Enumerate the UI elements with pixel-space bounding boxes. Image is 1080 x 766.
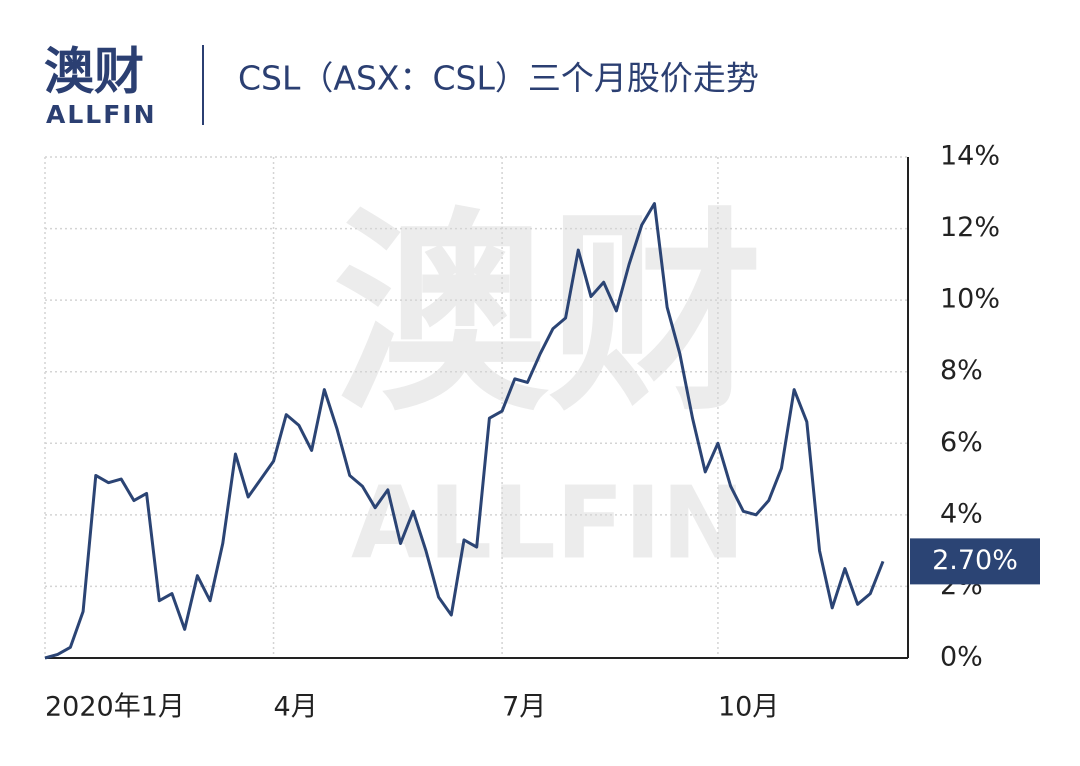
value-label-box (910, 538, 1040, 585)
y-tick-label: 12% (940, 212, 1000, 243)
y-tick-label: 4% (940, 498, 983, 529)
logo-text: ALLFIN (46, 100, 157, 129)
y-tick-label: 14% (940, 141, 1000, 172)
x-tick-label: 4月 (274, 692, 318, 723)
logo: 澳财 (44, 43, 144, 101)
line (44, 202, 885, 660)
y-tick-label: 6% (940, 427, 983, 458)
y-tick-label: 0% (940, 642, 983, 673)
x-tick-label: 10月 (718, 692, 779, 723)
y-tick-label: 8% (940, 355, 983, 386)
y-tick-label: 10% (940, 284, 1000, 315)
value-label: 2.70% (932, 545, 1018, 576)
x-tick-label: 7月 (502, 692, 546, 723)
x-tick-label: 2020年1月 (45, 692, 185, 723)
chart-title: CSL（ASX：CSL）三个月股价走势 (238, 59, 759, 98)
watermark: 澳财 (333, 189, 763, 440)
